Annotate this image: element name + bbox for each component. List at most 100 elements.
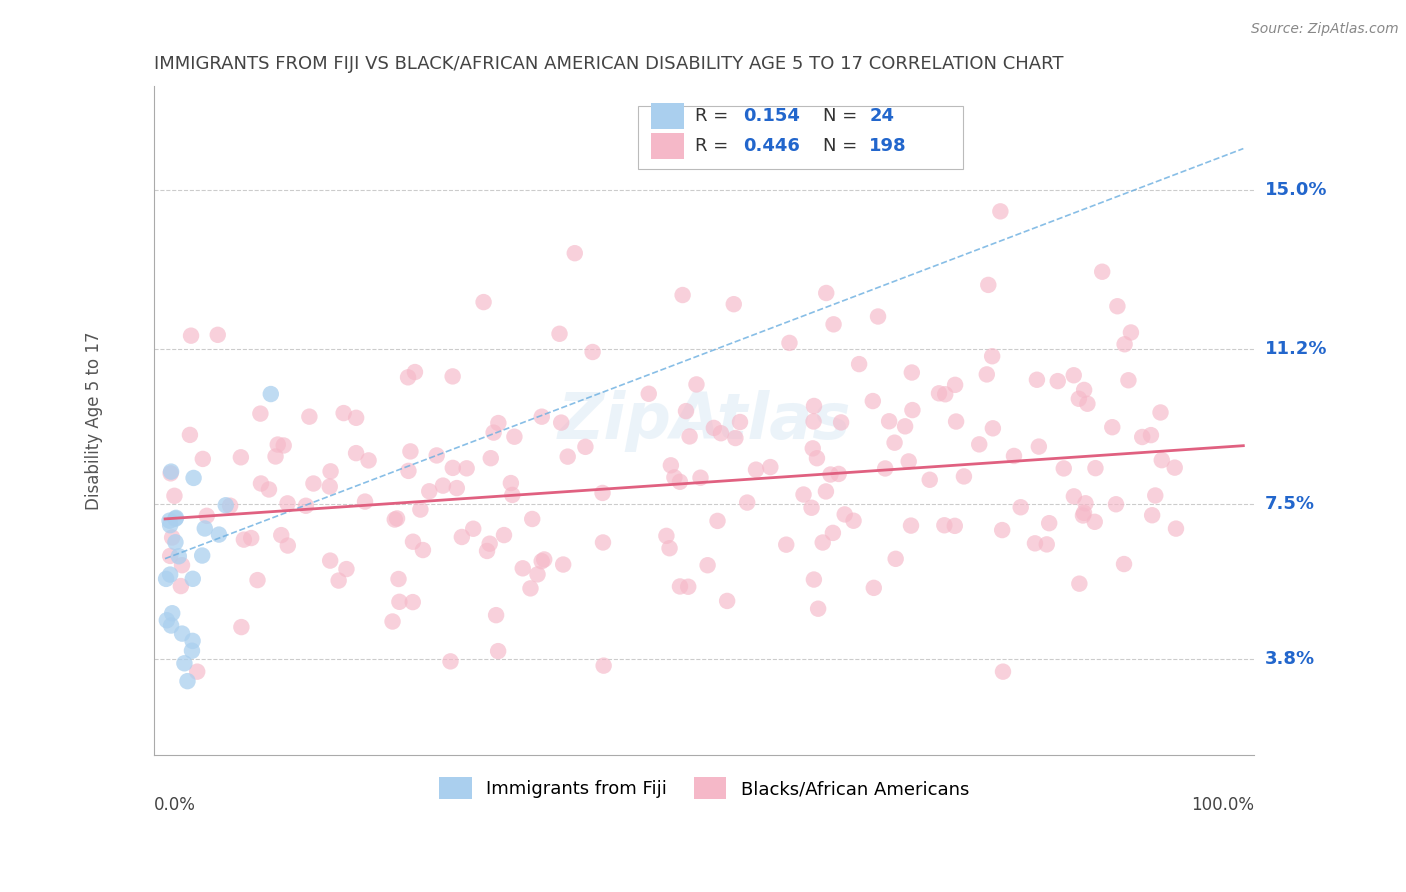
Point (1046, 374, 1069, 388)
Point (1101, 420, 1123, 434)
Point (581, 345, 603, 359)
Text: Disability Age 5 to 17: Disability Age 5 to 17 (84, 331, 103, 510)
Point (801, 442, 824, 456)
Point (232, 533, 254, 547)
Text: N =: N = (823, 137, 858, 155)
Point (512, 561, 534, 575)
Point (1076, 397, 1098, 411)
Point (499, 476, 522, 491)
Point (215, 498, 238, 512)
Point (1144, 488, 1167, 502)
Point (775, 538, 797, 552)
Point (548, 326, 571, 341)
Point (658, 541, 681, 556)
Point (277, 539, 299, 553)
Point (991, 523, 1014, 537)
Point (1063, 368, 1085, 383)
Point (385, 511, 408, 525)
Point (179, 428, 201, 442)
Text: N =: N = (823, 107, 858, 125)
Point (1035, 537, 1057, 551)
Point (270, 528, 292, 542)
Point (240, 531, 263, 545)
Point (381, 615, 404, 629)
Point (264, 450, 287, 464)
Point (1010, 500, 1032, 515)
Point (800, 500, 823, 515)
Point (945, 415, 967, 429)
Point (1084, 461, 1107, 475)
Point (412, 543, 434, 558)
Point (191, 549, 214, 563)
FancyBboxPatch shape (638, 106, 963, 169)
Point (409, 502, 432, 516)
Text: 100.0%: 100.0% (1191, 796, 1254, 814)
Point (1073, 506, 1095, 520)
Point (706, 514, 728, 528)
Point (295, 499, 318, 513)
Point (981, 421, 1004, 435)
Point (207, 327, 229, 342)
Point (1038, 516, 1060, 531)
Point (486, 416, 509, 430)
Point (934, 387, 956, 401)
Point (821, 525, 844, 540)
Point (723, 297, 745, 311)
Point (943, 519, 966, 533)
Point (332, 406, 354, 420)
Point (479, 451, 502, 466)
Point (901, 366, 924, 380)
Point (1053, 461, 1076, 475)
Point (1028, 440, 1050, 454)
Point (1130, 430, 1153, 444)
Point (830, 416, 852, 430)
Point (163, 489, 186, 503)
Point (778, 335, 800, 350)
Point (1074, 496, 1097, 510)
Point (669, 475, 692, 489)
Point (689, 471, 711, 485)
Point (492, 528, 515, 542)
Point (1164, 460, 1187, 475)
Point (728, 415, 751, 429)
Point (181, 644, 204, 658)
Point (1067, 392, 1090, 406)
Point (897, 454, 920, 468)
Point (399, 444, 422, 458)
Text: 0.0%: 0.0% (155, 796, 195, 814)
Point (866, 310, 889, 324)
Point (967, 437, 990, 451)
Point (875, 461, 897, 475)
Point (298, 409, 321, 424)
Point (792, 487, 814, 501)
Point (159, 518, 181, 533)
Text: 11.2%: 11.2% (1265, 341, 1327, 359)
Point (181, 572, 204, 586)
Point (671, 288, 693, 302)
FancyBboxPatch shape (651, 133, 685, 160)
Point (1150, 453, 1173, 467)
Point (173, 657, 195, 671)
Text: R =: R = (696, 107, 728, 125)
Point (231, 620, 253, 634)
Point (478, 537, 501, 551)
Point (387, 572, 409, 586)
Point (574, 440, 596, 454)
Point (446, 481, 468, 495)
Point (475, 544, 498, 558)
Point (928, 386, 950, 401)
Point (191, 451, 214, 466)
Point (655, 529, 678, 543)
Point (482, 425, 505, 440)
Point (759, 460, 782, 475)
Point (160, 465, 183, 479)
Point (550, 416, 572, 430)
Point (208, 527, 231, 541)
Point (884, 551, 907, 566)
Point (953, 469, 976, 483)
Point (664, 470, 686, 484)
Point (862, 394, 884, 409)
Point (724, 431, 747, 445)
Point (170, 558, 193, 573)
Point (1063, 489, 1085, 503)
